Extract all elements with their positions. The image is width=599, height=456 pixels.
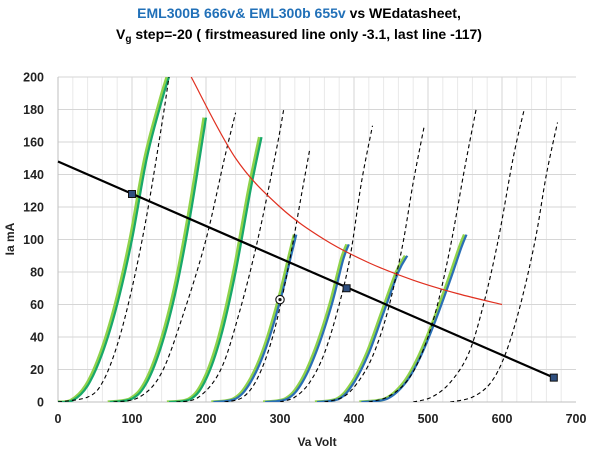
- y-tick-label: 40: [30, 331, 44, 345]
- measured-curve-a-1: [58, 77, 169, 402]
- measured-curve-b-3: [168, 136, 263, 402]
- y-axis-label: Ia mA: [3, 222, 17, 255]
- x-tick-label: 500: [418, 412, 439, 426]
- y-tick-label: 100: [23, 233, 44, 247]
- datasheet-curve-5: [279, 125, 374, 402]
- datasheet-curve-6: [324, 125, 425, 402]
- measured-curve-a-6: [314, 254, 407, 402]
- datasheet-curve-9: [450, 122, 559, 402]
- y-tick-label: 140: [23, 168, 44, 182]
- measured-curve-b-1: [58, 77, 171, 402]
- y-tick-label: 60: [30, 298, 44, 312]
- y-tick-label: 180: [23, 103, 44, 117]
- plot-area: [58, 77, 559, 402]
- measured-curve-b-5: [265, 243, 350, 402]
- y-tick-label: 160: [23, 136, 44, 150]
- dissipation-curve: [190, 77, 503, 306]
- x-tick-label: 0: [55, 412, 62, 426]
- datasheet-curve-7: [368, 109, 477, 402]
- x-tick-label: 600: [492, 412, 513, 426]
- x-tick-label: 200: [196, 412, 217, 426]
- load-line-marker-2: [342, 284, 351, 293]
- load-line-marker-1: [128, 190, 136, 198]
- x-tick-label: 700: [566, 412, 587, 426]
- measured-curve-a-7: [359, 234, 466, 402]
- load-line-marker-3: [549, 373, 558, 382]
- chart-title: EML300B 666v& EML300b 655v vs WEdatashee…: [137, 5, 461, 21]
- measured-curve-b-2: [109, 117, 208, 402]
- y-tick-label: 0: [37, 396, 44, 410]
- series-layer: [57, 77, 559, 402]
- y-tick-label: 120: [23, 201, 44, 215]
- datasheet-curve-2: [113, 112, 237, 402]
- datasheet-curve-3: [176, 109, 285, 402]
- operating-point-dot: [278, 298, 282, 302]
- y-tick-label: 200: [23, 71, 44, 85]
- chart-subtitle: Vg step=-20 ( firstmeasured line only -3…: [116, 26, 482, 45]
- y-tick-label: 20: [30, 363, 44, 377]
- x-axis-label: Va Volt: [297, 435, 336, 449]
- x-tick-label: 300: [270, 412, 291, 426]
- x-tick-label: 100: [122, 412, 143, 426]
- y-tick-label: 80: [30, 266, 44, 280]
- datasheet-curve-8: [413, 109, 525, 402]
- x-tick-label: 400: [344, 412, 365, 426]
- load-line: [57, 160, 555, 379]
- tick-labels: 0 100 200 300 400 500 600 700 0 20 40 60 80 100 120 140…: [23, 71, 586, 427]
- datasheet-curve-4: [224, 150, 311, 402]
- measured-curve-b-7: [361, 234, 468, 402]
